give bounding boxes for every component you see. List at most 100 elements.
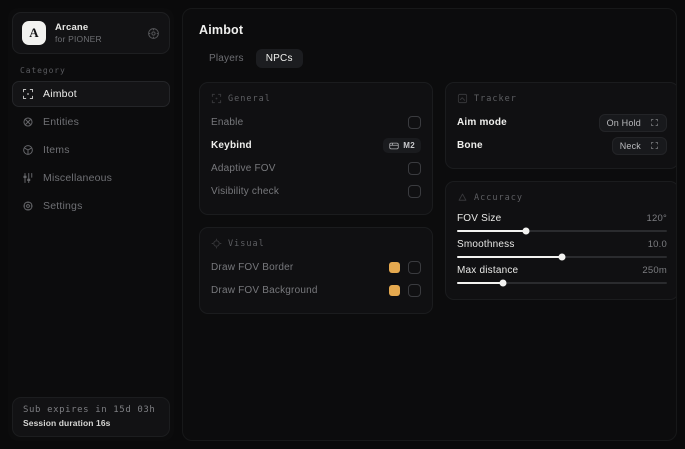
accuracy-panel-header: Accuracy	[457, 192, 667, 203]
visibility-check-checkbox[interactable]	[408, 185, 421, 198]
sidebar-nav: Aimbot Entities Items Miscellaneous	[8, 81, 174, 221]
row-visibility-check: Visibility check	[211, 180, 421, 203]
fov-background-color-swatch[interactable]	[389, 285, 400, 296]
brand-text: Arcane for PIONER	[55, 22, 138, 44]
slider-label: FOV Size	[457, 213, 502, 224]
row-adaptive-fov: Adaptive FOV	[211, 157, 421, 180]
row-label: Visibility check	[211, 186, 280, 197]
bone-dropdown[interactable]: Neck	[611, 136, 667, 155]
row-label: Adaptive FOV	[211, 163, 276, 174]
control-group	[389, 261, 421, 274]
tracker-panel-header: Tracker	[457, 93, 667, 104]
slider-thumb[interactable]	[558, 253, 566, 261]
draw-fov-background-checkbox[interactable]	[408, 284, 421, 297]
keybind-value: M2	[403, 141, 415, 150]
row-keybind: Keybind M2	[211, 134, 421, 157]
sidebar-item-miscellaneous[interactable]: Miscellaneous	[12, 165, 170, 191]
sidebar-item-label: Entities	[43, 116, 80, 128]
slider-value: 250m	[642, 265, 667, 276]
visual-panel: Visual Draw FOV Border Draw FOV Backgrou…	[199, 227, 433, 314]
keybind-button[interactable]: M2	[383, 138, 421, 153]
tab-bar: Players NPCs	[199, 49, 660, 68]
tracker-panel: Tracker Aim mode On Hold Bone	[445, 82, 676, 169]
brand-header[interactable]: A Arcane for PIONER	[12, 12, 170, 54]
gear-icon[interactable]	[147, 27, 160, 40]
general-panel-header: General	[211, 93, 421, 104]
row-label: Draw FOV Border	[211, 262, 294, 273]
category-label: Category	[20, 66, 66, 75]
left-column: General Enable Keybind M2	[199, 82, 433, 314]
slider-fill	[457, 230, 527, 232]
accuracy-panel-title: Accuracy	[474, 192, 523, 203]
right-column: Tracker Aim mode On Hold Bone	[445, 82, 676, 300]
accuracy-panel: Accuracy FOV Size 120°	[445, 181, 676, 300]
sidebar: A Arcane for PIONER Category Aimbot	[8, 8, 174, 441]
slider-track[interactable]	[457, 227, 667, 235]
slider-value: 120°	[646, 213, 667, 224]
slider-header: Max distance 250m	[457, 265, 667, 276]
expand-icon	[651, 142, 658, 149]
row-label: Bone	[457, 140, 483, 151]
general-panel-title: General	[228, 93, 271, 104]
slider-max-distance: Max distance 250m	[457, 262, 667, 288]
slider-thumb[interactable]	[499, 279, 507, 287]
slider-thumb[interactable]	[522, 227, 530, 235]
row-bone: Bone Neck	[457, 134, 667, 157]
sidebar-item-aimbot[interactable]: Aimbot	[12, 81, 170, 107]
row-aim-mode: Aim mode On Hold	[457, 111, 667, 134]
sidebar-item-entities[interactable]: Entities	[12, 109, 170, 135]
slider-fov-size: FOV Size 120°	[457, 210, 667, 236]
visual-panel-title: Visual	[228, 238, 265, 249]
app-logo: A	[22, 21, 46, 45]
sub-expiry-text: Sub expires in 15d 03h	[23, 405, 156, 415]
slider-header: Smoothness 10.0	[457, 239, 667, 250]
sidebar-item-settings[interactable]: Settings	[12, 193, 170, 219]
slider-track[interactable]	[457, 253, 667, 261]
gear-icon	[23, 201, 33, 211]
sidebar-item-label: Aimbot	[43, 88, 77, 100]
sidebar-item-items[interactable]: Items	[12, 137, 170, 163]
slider-header: FOV Size 120°	[457, 213, 667, 224]
expand-icon	[651, 119, 658, 126]
tab-players[interactable]: Players	[209, 53, 244, 64]
page-title: Aimbot	[199, 23, 244, 37]
bone-value: Neck	[619, 140, 641, 151]
mouse-icon	[389, 142, 399, 149]
fov-border-color-swatch[interactable]	[389, 262, 400, 273]
visual-panel-header: Visual	[211, 238, 421, 249]
cube-icon	[23, 145, 33, 155]
crosshair-icon	[211, 93, 222, 104]
target-icon	[211, 238, 222, 249]
session-duration-text: Session duration 16s	[23, 418, 111, 428]
row-label: Draw FOV Background	[211, 285, 318, 296]
tab-npcs[interactable]: NPCs	[255, 49, 303, 68]
aim-mode-dropdown[interactable]: On Hold	[598, 113, 667, 132]
tracker-panel-title: Tracker	[474, 93, 517, 104]
settings-columns: General Enable Keybind M2	[199, 82, 676, 314]
subscription-status: Sub expires in 15d 03h Session duration …	[12, 397, 170, 437]
slider-fill	[457, 282, 504, 284]
slider-smoothness: Smoothness 10.0	[457, 236, 667, 262]
enable-checkbox[interactable]	[408, 116, 421, 129]
main-content: Aimbot Players NPCs General Enable	[182, 8, 677, 441]
slider-fill	[457, 256, 562, 258]
row-label: Aim mode	[457, 117, 507, 128]
draw-fov-border-checkbox[interactable]	[408, 261, 421, 274]
sliders-icon	[23, 173, 33, 183]
general-panel: General Enable Keybind M2	[199, 82, 433, 215]
aim-mode-value: On Hold	[606, 117, 641, 128]
slider-track[interactable]	[457, 279, 667, 287]
brand-subtitle: for PIONER	[55, 34, 102, 44]
triangle-icon	[458, 193, 467, 201]
slider-label: Smoothness	[457, 239, 515, 250]
row-label: Enable	[211, 117, 244, 128]
sidebar-item-label: Settings	[43, 200, 83, 212]
sidebar-item-label: Items	[43, 144, 70, 156]
row-draw-fov-background: Draw FOV Background	[211, 279, 421, 302]
adaptive-fov-checkbox[interactable]	[408, 162, 421, 175]
entities-icon	[23, 117, 33, 127]
row-enable: Enable	[211, 111, 421, 134]
sidebar-item-label: Miscellaneous	[43, 172, 113, 184]
control-group	[389, 284, 421, 297]
